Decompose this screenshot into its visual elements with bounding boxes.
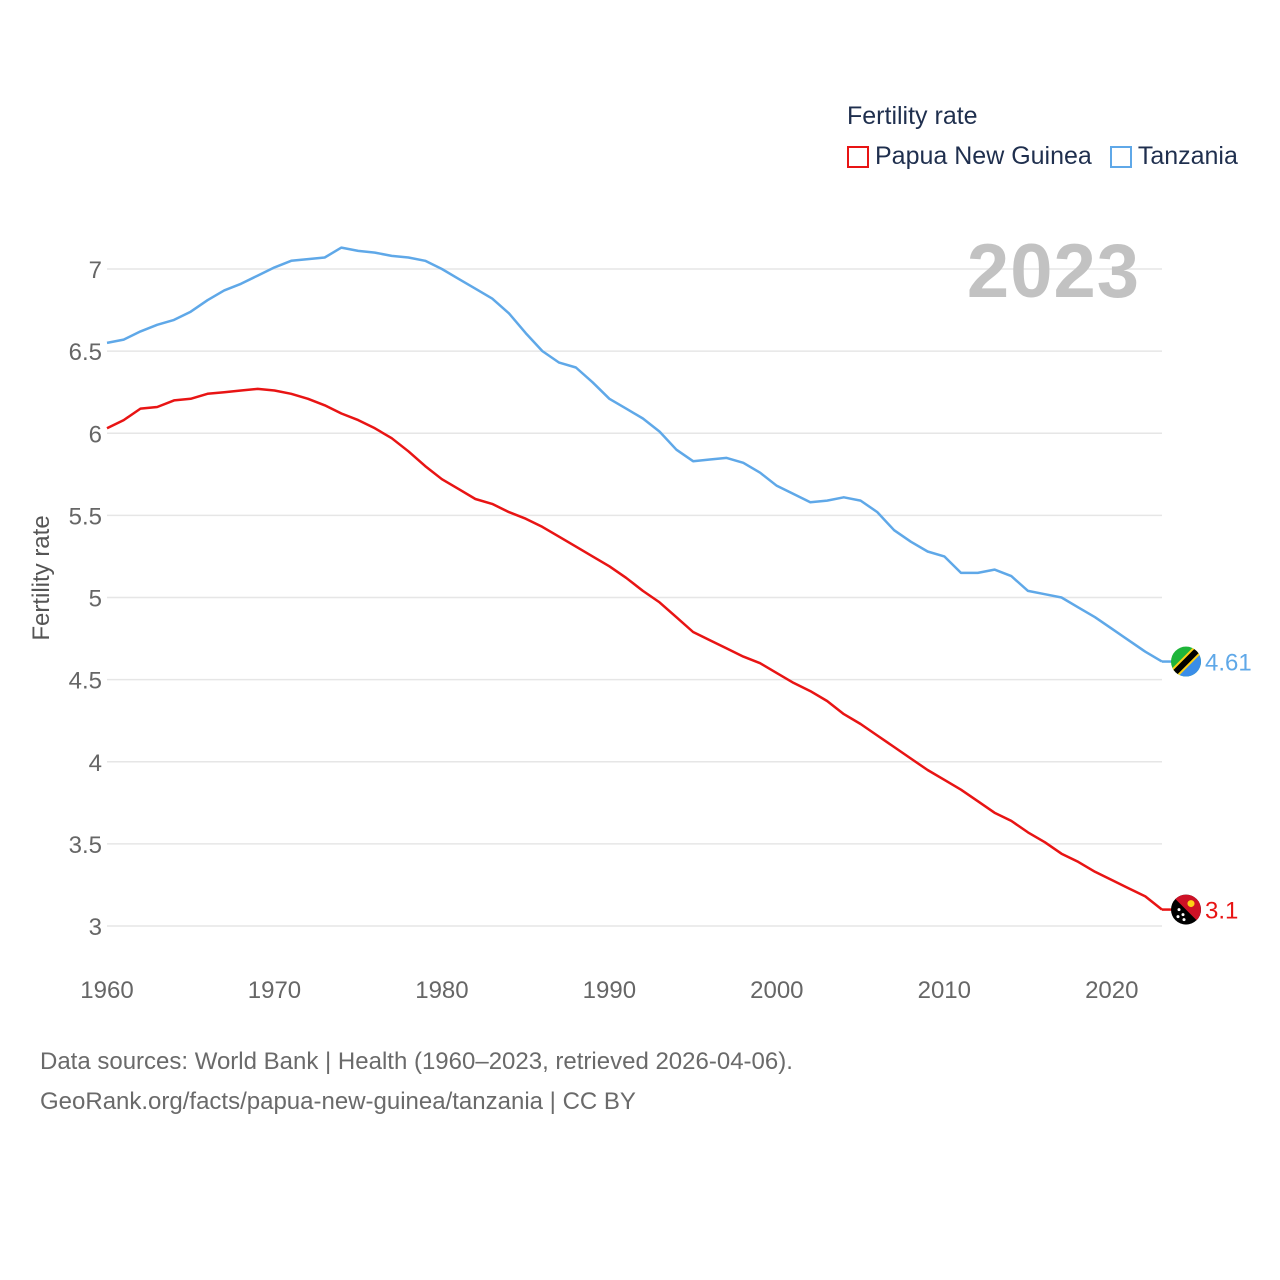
png-flag-star bbox=[1176, 915, 1180, 919]
y-tick-labels: 3 3.5 4 4.5 5 5.5 6 6.5 7 bbox=[69, 257, 102, 941]
x-tick-labels: 1960 1970 1980 1990 2000 2010 2020 bbox=[80, 977, 1138, 1004]
legend-label-png: Papua New Guinea bbox=[875, 142, 1092, 170]
y-tick-label: 5 bbox=[89, 586, 102, 613]
x-tick-label: 1960 bbox=[80, 977, 133, 1004]
series-line-tanzania bbox=[106, 246, 1163, 663]
png-flag-bird bbox=[1187, 900, 1195, 908]
tz-flag-black bbox=[1171, 646, 1201, 677]
footer-link[interactable]: GeoRank.org/facts/papua-new-guinea/tanza… bbox=[40, 1088, 636, 1115]
series-line-papua-new-guinea bbox=[106, 387, 1163, 911]
x-tick-label: 2010 bbox=[918, 977, 971, 1004]
legend-swatch-png bbox=[847, 145, 869, 168]
png-flag-star bbox=[1181, 913, 1185, 917]
legend-swatch-tanzania bbox=[1109, 145, 1132, 168]
x-tick-label: 1970 bbox=[248, 977, 301, 1004]
tanzania-flag-icon bbox=[1171, 646, 1201, 677]
legend: Fertility rate Papua New Guinea Tanzania bbox=[847, 100, 1256, 171]
png-flag-icon bbox=[1171, 894, 1201, 925]
x-tick-label: 1980 bbox=[415, 977, 468, 1004]
end-label-tanzania: 4.61 bbox=[1205, 650, 1252, 677]
current-year-label: 2023 bbox=[966, 229, 1140, 314]
png-flag-star bbox=[1182, 918, 1186, 922]
y-tick-label: 4.5 bbox=[69, 668, 102, 695]
gridlines bbox=[107, 268, 1162, 927]
footer: Data sources: World Bank | Health (1960–… bbox=[40, 1042, 793, 1122]
end-markers: 4.61 3.1 bbox=[1162, 646, 1252, 925]
y-tick-label: 5.5 bbox=[69, 503, 102, 530]
y-axis-label: Fertility rate bbox=[28, 515, 55, 641]
png-flag-star bbox=[1177, 908, 1181, 912]
x-tick-label: 2000 bbox=[750, 977, 803, 1004]
end-label-png: 3.1 bbox=[1205, 898, 1238, 925]
x-tick-label: 1990 bbox=[583, 977, 636, 1004]
footer-sources: Data sources: World Bank | Health (1960–… bbox=[40, 1048, 793, 1075]
y-tick-label: 4 bbox=[89, 750, 102, 777]
y-tick-label: 7 bbox=[89, 257, 102, 284]
y-tick-label: 3 bbox=[89, 914, 102, 941]
legend-item-tanzania[interactable]: Tanzania bbox=[1109, 142, 1238, 171]
y-tick-label: 3.5 bbox=[69, 832, 102, 859]
y-tick-label: 6 bbox=[89, 421, 102, 448]
x-tick-label: 2020 bbox=[1085, 977, 1138, 1004]
series-lines bbox=[106, 246, 1163, 911]
legend-title: Fertility rate bbox=[847, 102, 978, 130]
legend-item-png[interactable]: Papua New Guinea bbox=[847, 142, 1092, 171]
y-tick-label: 6.5 bbox=[69, 339, 102, 366]
legend-label-tanzania: Tanzania bbox=[1137, 142, 1238, 170]
